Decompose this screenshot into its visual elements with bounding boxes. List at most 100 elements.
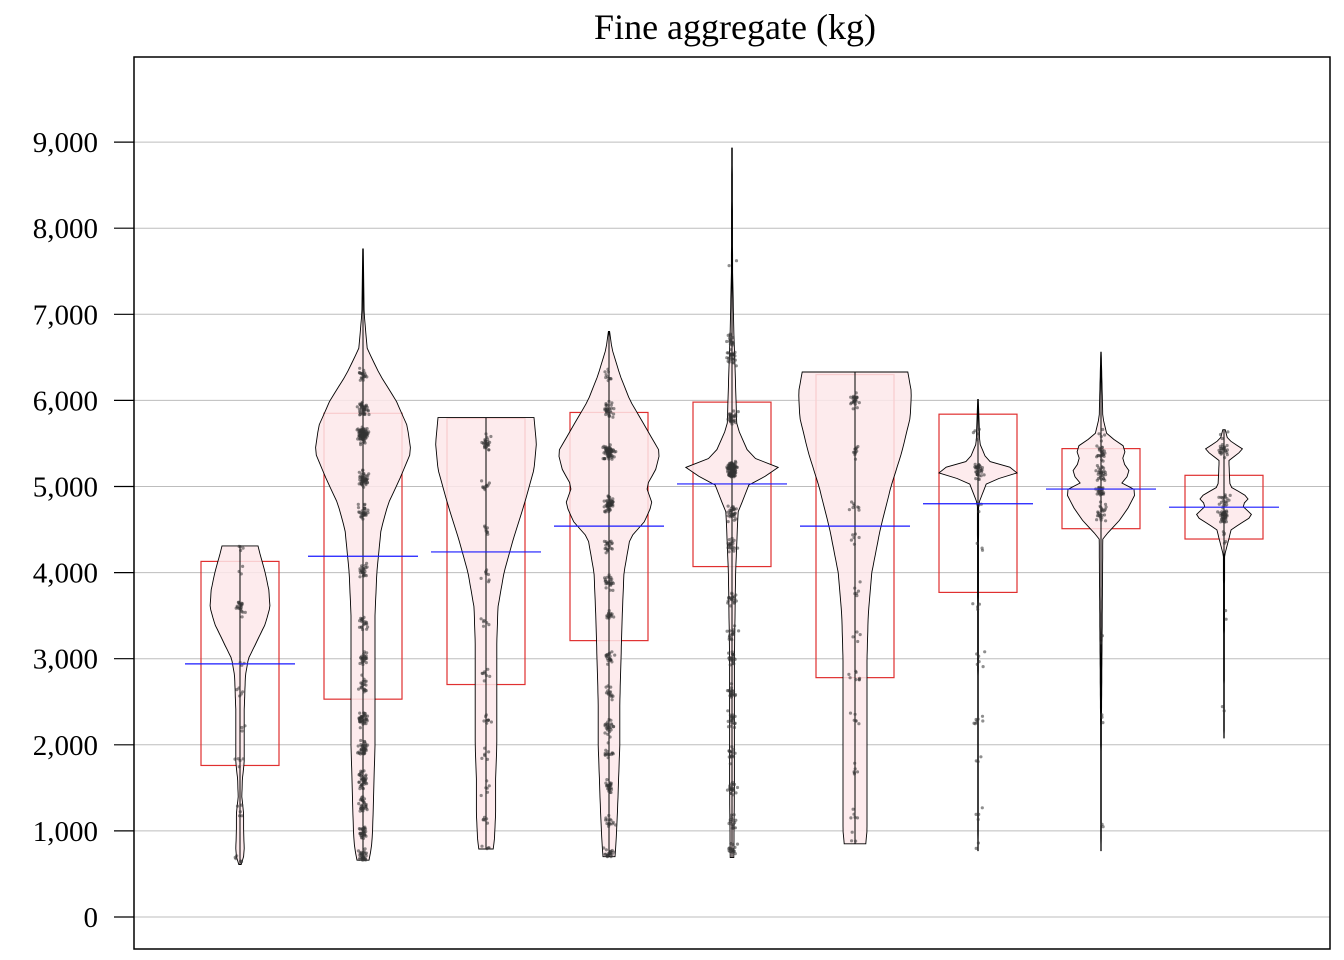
data-point xyxy=(1096,490,1100,494)
data-point xyxy=(726,470,730,474)
data-point xyxy=(603,751,607,755)
data-point xyxy=(1100,454,1104,458)
data-point xyxy=(234,857,238,861)
data-point xyxy=(977,660,981,664)
data-point xyxy=(853,532,858,536)
data-points xyxy=(601,367,618,859)
data-point xyxy=(606,732,610,736)
data-point xyxy=(365,656,369,661)
data-point xyxy=(1100,465,1104,469)
data-point xyxy=(364,661,368,665)
data-point xyxy=(976,468,980,473)
data-point xyxy=(730,422,734,426)
data-point xyxy=(483,752,487,756)
data-point xyxy=(1225,448,1229,452)
data-point xyxy=(362,833,366,837)
data-point xyxy=(729,348,733,352)
data-point xyxy=(484,674,489,678)
data-point xyxy=(734,413,738,417)
data-point xyxy=(604,691,609,695)
data-point xyxy=(361,628,365,632)
data-point xyxy=(1223,495,1227,499)
y-tick-label: 9,000 xyxy=(33,127,98,159)
data-point xyxy=(364,683,368,687)
data-point xyxy=(1097,432,1101,436)
data-point xyxy=(1221,515,1225,519)
data-point xyxy=(363,502,367,506)
data-point xyxy=(360,673,364,677)
data-point xyxy=(237,765,241,769)
data-point xyxy=(486,580,491,584)
data-point xyxy=(360,569,364,573)
data-point xyxy=(850,500,854,504)
data-point xyxy=(481,624,486,628)
data-point xyxy=(605,581,610,586)
data-point xyxy=(485,757,490,762)
data-points xyxy=(355,366,371,862)
data-point xyxy=(853,761,857,765)
data-point xyxy=(357,857,361,862)
data-point xyxy=(725,356,729,360)
data-point xyxy=(1224,609,1228,613)
data-point xyxy=(605,575,609,579)
data-point xyxy=(734,791,738,795)
data-point xyxy=(363,740,367,744)
data-points xyxy=(847,391,862,843)
data-point xyxy=(727,749,732,753)
data-point xyxy=(359,515,363,519)
data-point xyxy=(732,538,736,543)
data-point xyxy=(605,818,609,822)
data-point xyxy=(858,580,862,584)
data-point xyxy=(602,539,607,544)
data-point xyxy=(487,623,491,627)
data-point xyxy=(365,427,369,431)
data-point xyxy=(357,371,362,375)
data-point xyxy=(239,605,243,610)
data-point xyxy=(605,450,610,454)
data-point xyxy=(605,403,610,407)
data-point xyxy=(362,826,366,830)
data-point xyxy=(734,259,739,263)
data-point xyxy=(606,662,610,666)
data-point xyxy=(486,439,490,444)
data-point xyxy=(607,616,611,620)
data-point xyxy=(729,813,734,817)
data-point xyxy=(485,435,489,439)
violin-group xyxy=(185,544,295,865)
data-point xyxy=(733,845,737,850)
data-point xyxy=(732,725,737,730)
data-point xyxy=(608,735,612,739)
data-point xyxy=(483,746,487,750)
data-point xyxy=(240,603,244,607)
data-point xyxy=(855,816,860,820)
data-point xyxy=(1094,469,1098,473)
data-point xyxy=(487,846,491,850)
data-point xyxy=(613,450,617,454)
data-point xyxy=(1099,513,1103,517)
data-point xyxy=(606,854,610,858)
data-point xyxy=(974,717,978,722)
data-point xyxy=(241,757,245,761)
data-point xyxy=(606,453,610,457)
data-point xyxy=(601,445,605,450)
data-point xyxy=(728,414,732,418)
data-point xyxy=(482,618,486,623)
data-point xyxy=(606,720,610,724)
data-point xyxy=(728,762,732,766)
y-tick-label: 1,000 xyxy=(33,816,98,848)
data-point xyxy=(361,787,365,791)
data-point xyxy=(1104,519,1108,523)
data-point xyxy=(975,541,979,546)
data-point xyxy=(978,464,982,469)
data-point xyxy=(730,638,734,642)
data-point xyxy=(732,361,736,365)
data-point xyxy=(610,455,614,459)
data-point xyxy=(729,718,733,722)
data-point xyxy=(1101,427,1105,432)
data-point xyxy=(732,549,736,553)
data-point xyxy=(980,546,984,550)
data-point xyxy=(357,482,361,486)
data-point xyxy=(362,368,366,372)
data-point xyxy=(360,803,364,807)
data-point xyxy=(358,827,362,831)
